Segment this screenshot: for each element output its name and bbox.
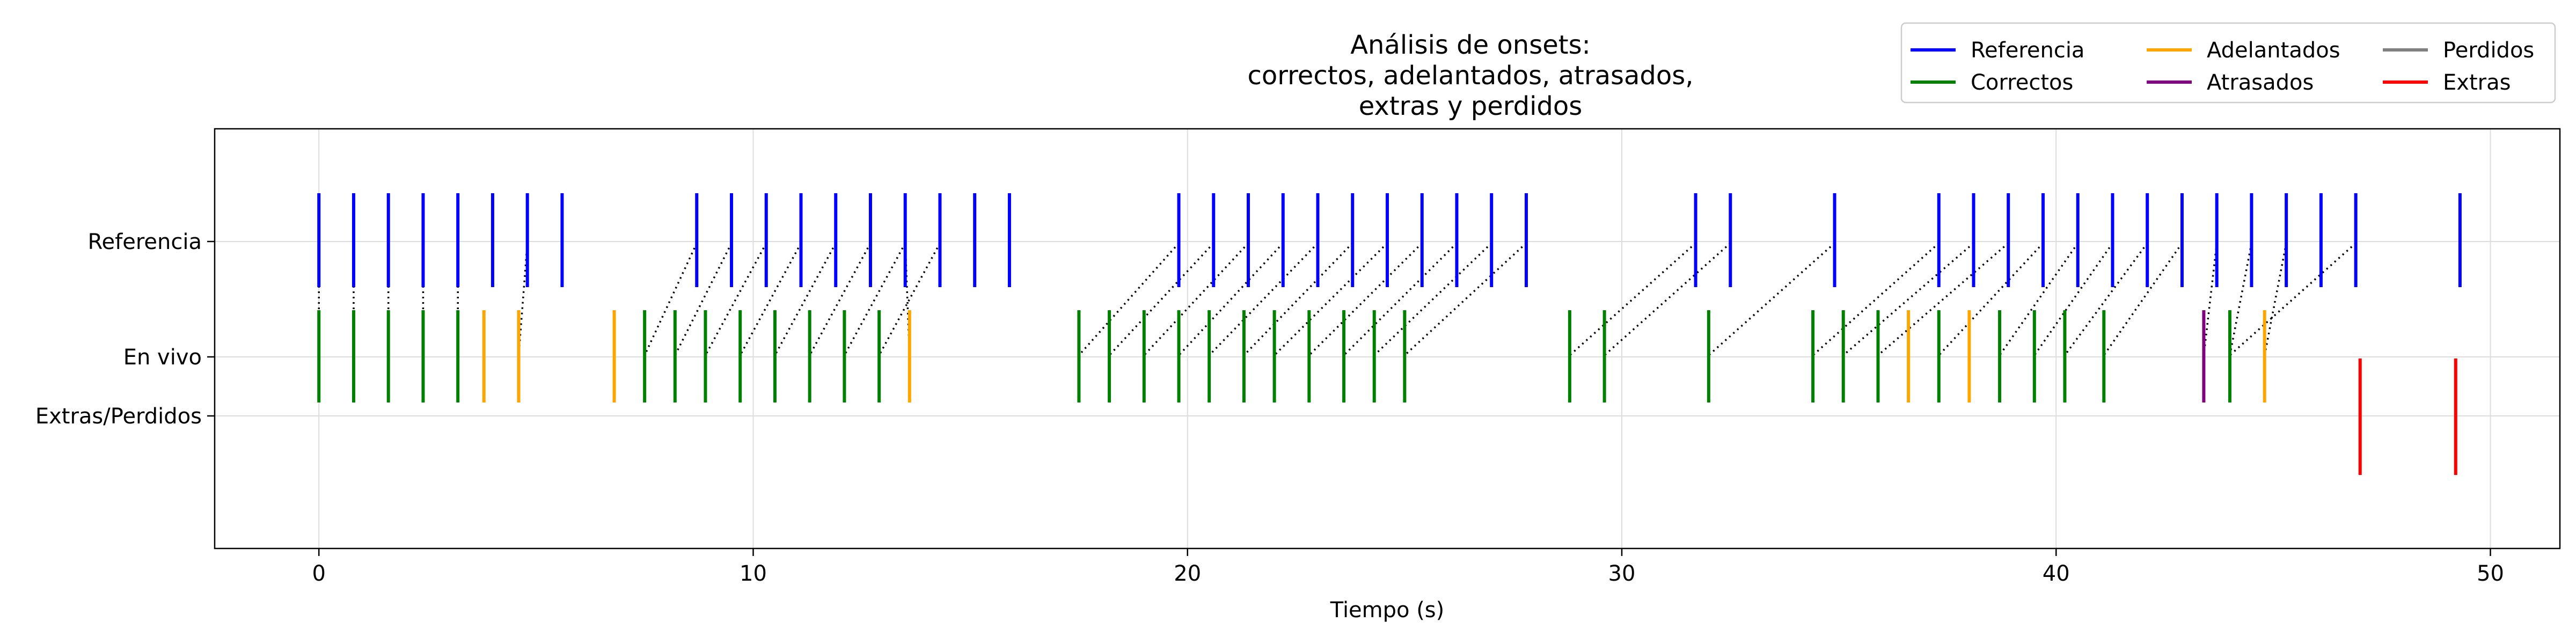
onset-link [1208,242,1319,356]
onset-link [774,243,837,356]
onset-link [1243,242,1353,356]
x-tick-label: 10 [740,561,767,586]
x-tick-label: 20 [1174,561,1201,586]
onset-link [2229,243,2253,356]
onset-link [1343,242,1458,356]
x-tick-label: 40 [2043,561,2070,586]
link-layer [318,242,2357,356]
onset-link [843,243,906,356]
onset-link [809,243,872,356]
x-tick-label: 50 [2477,561,2504,586]
onset-link [704,243,767,356]
onset-link [643,243,698,356]
onset-link [1708,242,1835,356]
onset-link [2033,242,2113,356]
onset-link [2263,243,2287,356]
chart-title-line-2: correctos, adelantados, atrasados, [1247,61,1693,91]
x-tick-label: 30 [1608,561,1636,586]
onset-link [1938,242,2044,356]
onset-link [1812,242,1940,356]
event-layer [317,193,2462,475]
onset-link [2202,243,2218,356]
legend-label: Correctos [1971,70,2073,95]
onset-link [1877,242,2009,356]
onset-link [2229,242,2357,356]
onset-link [674,243,733,356]
onset-link [739,243,802,356]
legend-label: Referencia [1971,38,2084,63]
x-tick-label: 0 [312,561,325,586]
onset-link [1842,242,1974,356]
onset-link [1108,242,1214,356]
onset-link [1373,242,1492,356]
y-tick-label: En vivo [123,345,202,370]
legend-label: Atrasados [2207,70,2314,95]
grid-layer [215,129,2560,548]
chart-title-line-3: extras y perdidos [1359,91,1583,121]
onset-link [1178,242,1284,356]
onset-link [1569,242,1696,356]
legend: Referencia Correctos Adelantados Atrasados P… [1900,22,2556,104]
plot-frame [214,128,2561,550]
onset-link [1143,242,1249,356]
onset-link [1999,242,2079,356]
y-ticks: Referencia En vivo Extras/Perdidos [35,230,215,429]
legend-label: Adelantados [2207,38,2340,63]
onset-link [1078,242,1180,356]
onset-link [1604,242,1731,356]
x-ticks: 0 10 20 30 40 50 [312,548,2504,586]
chart-title-line-1: Análisis de onsets: [1350,30,1591,60]
x-axis-label: Tiempo (s) [1330,598,1445,623]
y-tick-label: Extras/Perdidos [35,404,202,429]
onset-link [2103,242,2183,356]
onset-link [1404,242,1527,356]
legend-label: Extras [2443,70,2511,95]
legend-label: Perdidos [2443,38,2534,63]
y-tick-label: Referencia [88,230,202,254]
onset-link [1274,242,1388,356]
